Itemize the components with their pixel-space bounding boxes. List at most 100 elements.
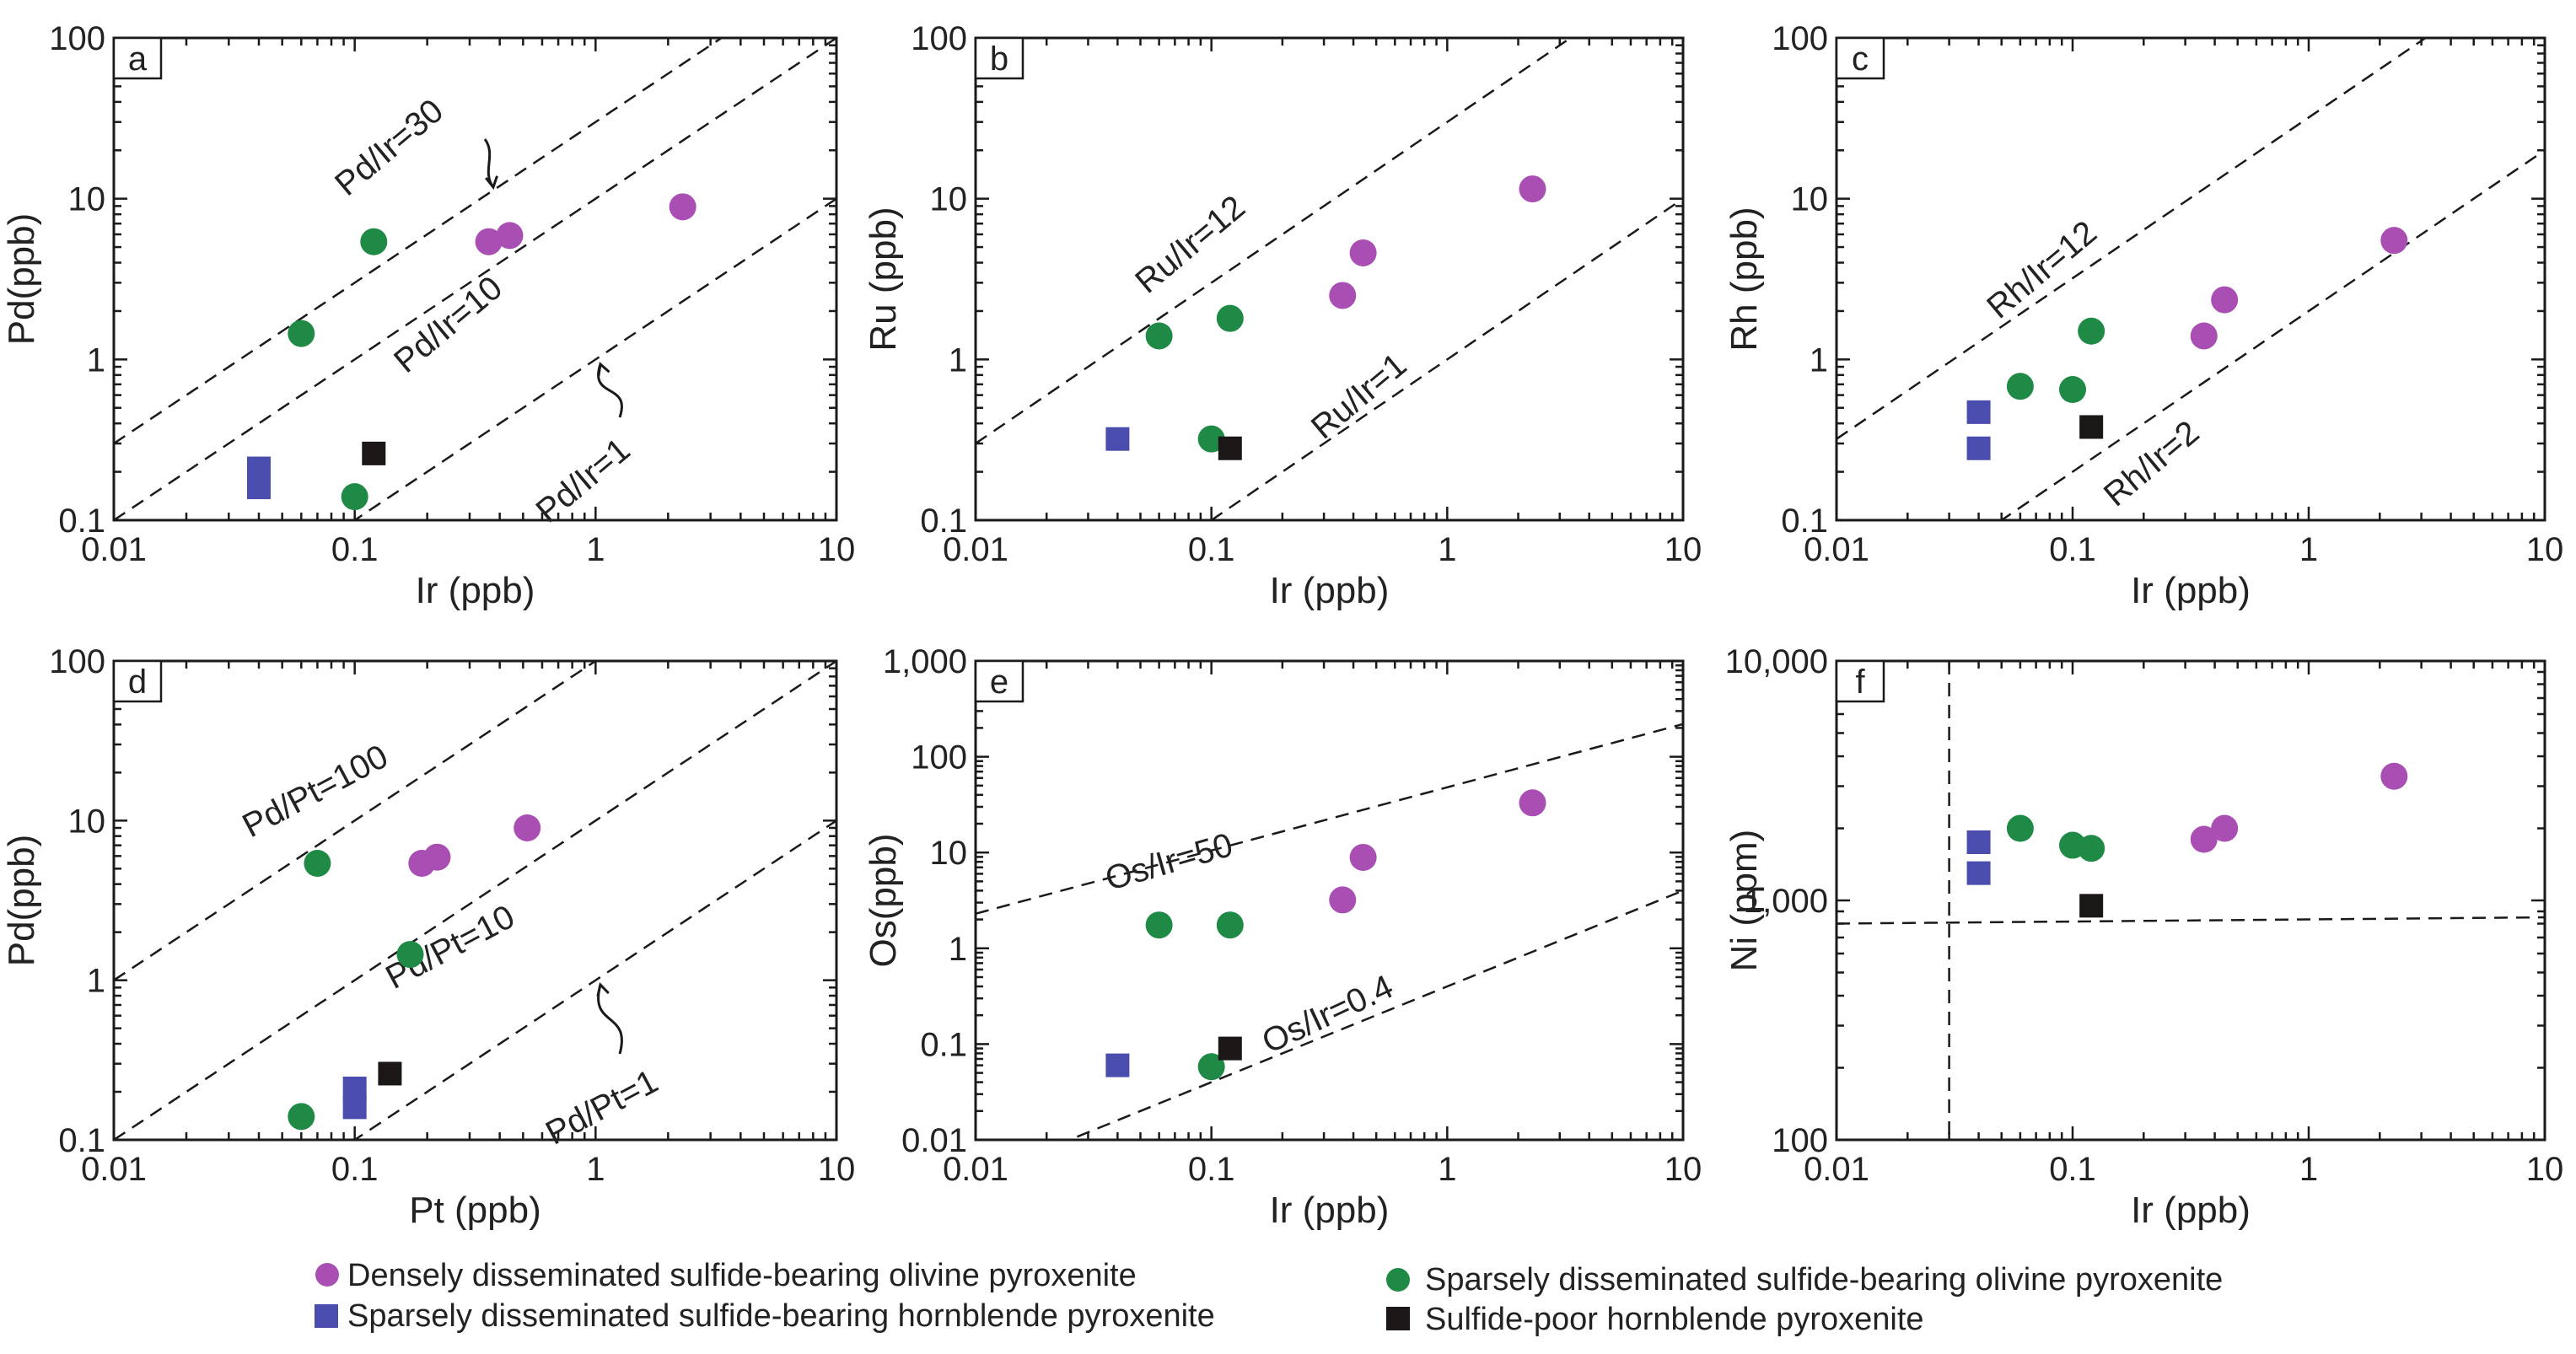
y-tick-label: 1 <box>949 931 967 968</box>
point-densely-disseminated-sulfide-bearing-olivine-pyroxenite <box>475 228 503 255</box>
ref-line-rh-ir-12 <box>1837 38 2428 440</box>
x-tick-label: 0.01 <box>1804 531 1869 568</box>
x-tick-label: 0.1 <box>1188 1151 1235 1188</box>
point-sparsely-disseminated-sulfide-bearing-hornblende-pyroxenite <box>1966 830 1991 854</box>
x-tick-label: 0.1 <box>1188 531 1235 568</box>
point-densely-disseminated-sulfide-bearing-olivine-pyroxenite <box>1519 789 1546 817</box>
point-sparsely-disseminated-sulfide-bearing-hornblende-pyroxenite <box>1966 861 1991 885</box>
y-tick-label: 1 <box>1810 341 1828 379</box>
x-tick-label: 1 <box>586 531 605 568</box>
y-tick-label: 1 <box>87 341 105 379</box>
data-points <box>246 193 696 511</box>
plot-frame <box>974 36 1685 522</box>
plot-frame <box>112 36 838 522</box>
ref-line-label: Ru/Ir=1 <box>1304 347 1414 447</box>
panel-label-box <box>974 36 1024 80</box>
x-tick-label: 10 <box>818 1151 856 1188</box>
x-tick-label: 0.1 <box>2049 531 2096 568</box>
y-tick-label: 100 <box>49 20 105 57</box>
ref-line-ru-ir-1 <box>1209 197 1683 520</box>
x-tick-label: 1 <box>2299 1151 2318 1188</box>
ref-line-label: Ru/Ir=12 <box>1128 189 1252 301</box>
panel-label-box <box>112 36 163 80</box>
ref-line-pd-ir-1 <box>352 197 836 520</box>
point-densely-disseminated-sulfide-bearing-olivine-pyroxenite <box>669 193 696 221</box>
axis-ticks <box>1835 659 2546 1142</box>
point-sparsely-disseminated-sulfide-bearing-olivine-pyroxenite <box>1216 304 1244 332</box>
y-tick-label: 0.1 <box>58 502 105 540</box>
x-axis-label: Ir (ppb) <box>2131 570 2251 611</box>
y-axis-label: Rh (ppb) <box>1724 207 1765 351</box>
ref-line-pd-pt-100 <box>114 661 598 981</box>
point-densely-disseminated-sulfide-bearing-olivine-pyroxenite <box>1519 175 1546 203</box>
annotation-arrow-icon <box>483 138 498 191</box>
point-sparsely-disseminated-sulfide-bearing-olivine-pyroxenite <box>304 850 331 878</box>
ref-line-pd-ir-10 <box>114 38 836 520</box>
point-sparsely-disseminated-sulfide-bearing-olivine-pyroxenite <box>1145 322 1173 350</box>
data-points <box>288 814 541 1131</box>
plot-frame <box>974 659 1685 1142</box>
point-densely-disseminated-sulfide-bearing-olivine-pyroxenite <box>1329 282 1357 309</box>
point-densely-disseminated-sulfide-bearing-olivine-pyroxenite <box>2380 227 2408 255</box>
point-densely-disseminated-sulfide-bearing-olivine-pyroxenite <box>423 843 451 871</box>
point-sparsely-disseminated-sulfide-bearing-olivine-pyroxenite <box>2078 835 2105 862</box>
x-axis-label: Pt (ppb) <box>409 1190 541 1231</box>
point-sparsely-disseminated-sulfide-bearing-olivine-pyroxenite <box>2006 373 2034 400</box>
point-sparsely-disseminated-sulfide-bearing-olivine-pyroxenite <box>396 941 424 969</box>
point-sparsely-disseminated-sulfide-bearing-olivine-pyroxenite <box>360 228 388 255</box>
point-sulfide-poor-hornblende-pyroxenite <box>2079 894 2104 918</box>
x-tick-label: 10 <box>2526 531 2564 568</box>
y-tick-label: 1 <box>949 341 967 379</box>
panel-label: b <box>990 40 1008 78</box>
point-sparsely-disseminated-sulfide-bearing-olivine-pyroxenite <box>2078 317 2105 345</box>
x-axis-label: Ir (ppb) <box>1270 570 1390 611</box>
point-densely-disseminated-sulfide-bearing-olivine-pyroxenite <box>2190 322 2218 350</box>
y-tick-label: 100 <box>1772 1122 1828 1159</box>
y-axis-label: Os(ppb) <box>863 834 904 968</box>
y-tick-label: 10,000 <box>1725 643 1828 680</box>
point-sparsely-disseminated-sulfide-bearing-hornblende-pyroxenite <box>342 1095 367 1120</box>
ref-line-label: Pd/Pt=100 <box>237 738 395 845</box>
ref-line-pd-pt-10 <box>114 661 836 1140</box>
point-densely-disseminated-sulfide-bearing-olivine-pyroxenite <box>1349 843 1377 871</box>
x-tick-label: 10 <box>2526 1151 2564 1188</box>
x-tick-label: 0.01 <box>81 1151 147 1188</box>
x-tick-label: 1 <box>2299 531 2318 568</box>
y-tick-label: 0.1 <box>920 502 967 540</box>
x-tick-label: 0.01 <box>81 531 147 568</box>
x-tick-label: 0.01 <box>943 531 1008 568</box>
ref-line-os-ir-50 <box>976 723 1683 915</box>
x-tick-label: 10 <box>1664 1151 1702 1188</box>
y-tick-label: 100 <box>911 20 967 57</box>
plot-frame <box>1835 36 2546 522</box>
ref-line-ru-ir-12 <box>976 38 1573 445</box>
point-sparsely-disseminated-sulfide-bearing-olivine-pyroxenite <box>2059 376 2086 404</box>
data-points <box>1105 789 1546 1081</box>
x-axis-label: Ir (ppb) <box>416 570 535 611</box>
point-densely-disseminated-sulfide-bearing-olivine-pyroxenite <box>1329 886 1357 914</box>
reference-lines <box>1837 661 2545 1140</box>
reference-lines <box>976 723 1683 1140</box>
reference-lines <box>114 38 836 520</box>
y-tick-label: 10 <box>930 181 968 218</box>
point-sparsely-disseminated-sulfide-bearing-hornblende-pyroxenite <box>1966 436 1991 460</box>
panel-f: 0.01 0.1 1 10 100 1,000 10,000 Ir (ppb) Ni (ppm)… <box>1724 643 2563 1231</box>
legend-marker-dense <box>315 1263 339 1287</box>
point-sulfide-poor-hornblende-pyroxenite <box>378 1061 402 1086</box>
ref-line-horizontal <box>1837 916 2545 925</box>
legend: Densely disseminated sulfide-bearing oli… <box>315 1258 2223 1337</box>
x-tick-label: 0.01 <box>943 1151 1008 1188</box>
x-tick-label: 0.1 <box>2049 1151 2096 1188</box>
point-sparsely-disseminated-sulfide-bearing-hornblende-pyroxenite <box>246 476 271 500</box>
y-tick-label: 1,000 <box>883 643 967 680</box>
y-tick-label: 10 <box>68 803 106 840</box>
reference-lines <box>114 661 836 1140</box>
panel-label-box <box>1835 36 1885 80</box>
point-sparsely-disseminated-sulfide-bearing-hornblende-pyroxenite <box>1966 400 1991 424</box>
point-densely-disseminated-sulfide-bearing-olivine-pyroxenite <box>2211 814 2239 842</box>
panel-e: 0.01 0.1 1 10 0.01 0.1 1 10 100 1,000 Ir (ppb) Os(p… <box>863 643 1702 1231</box>
